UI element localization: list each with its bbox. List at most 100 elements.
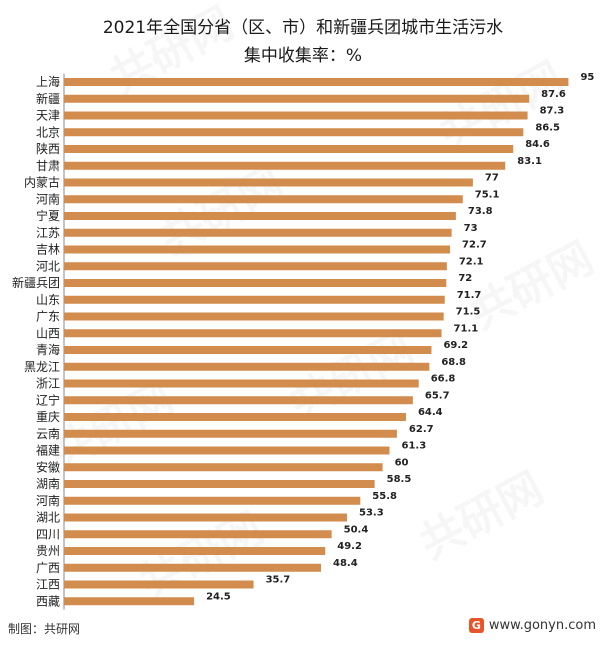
value-label: 65.7 (425, 390, 450, 401)
bar (64, 446, 390, 455)
bar (64, 228, 452, 237)
bar (64, 362, 430, 371)
chart-title-line-1: 2021年全国分省（区、市）和新疆兵团城市生活污水 (102, 18, 504, 38)
website-url: www.gonyn.com (488, 618, 596, 633)
category-label: 河北 (36, 259, 60, 273)
category-label: 河南 (36, 191, 60, 206)
category-label: 浙江 (36, 377, 60, 391)
bar (64, 195, 463, 204)
value-label: 49.2 (337, 541, 362, 552)
category-label: 内蒙古 (24, 175, 60, 190)
value-label: 73 (464, 223, 478, 234)
value-label: 58.5 (387, 474, 412, 485)
category-label: 天津 (36, 109, 60, 123)
value-label: 35.7 (266, 575, 291, 586)
category-label: 湖北 (36, 510, 60, 525)
value-label: 86.5 (535, 122, 560, 133)
bar (64, 111, 528, 120)
bar (64, 94, 530, 103)
bar (64, 547, 326, 555)
category-label: 山东 (36, 293, 60, 307)
bar (64, 145, 514, 153)
category-label: 陕西 (36, 141, 60, 156)
value-label: 87.6 (541, 89, 566, 100)
value-label: 75.1 (475, 189, 500, 200)
value-label: 55.8 (372, 491, 397, 502)
value-label: 60 (395, 457, 409, 468)
bar (64, 396, 413, 405)
value-label: 71.7 (457, 290, 482, 301)
bar (64, 513, 348, 522)
value-label: 72.1 (459, 256, 484, 267)
bar (64, 212, 456, 220)
category-label: 福建 (36, 443, 60, 458)
category-label: 四川 (36, 527, 60, 541)
category-label: 湖南 (36, 476, 60, 491)
value-label: 71.1 (454, 323, 479, 334)
value-label: 53.3 (359, 508, 384, 519)
value-label: 61.3 (402, 441, 427, 452)
category-label: 青海 (36, 342, 60, 357)
value-label: 50.4 (344, 524, 369, 535)
value-label: 95 (580, 72, 594, 83)
value-labels-group: 95 87.6 87.3 86.5 84.6 83.1 77 75.1 73.8 73 72.7 72… (206, 72, 594, 602)
bar (64, 128, 524, 137)
category-label: 新疆兵团 (12, 275, 60, 290)
chart-title-line-2: 集中收集率：% (243, 46, 363, 66)
value-label: 64.4 (418, 407, 443, 418)
gonyn-logo-icon: G (468, 618, 484, 633)
category-label: 新疆 (36, 91, 60, 106)
value-label: 84.6 (525, 139, 550, 150)
bar (64, 413, 406, 421)
value-label: 24.5 (206, 591, 231, 602)
value-label: 72.7 (462, 240, 487, 251)
category-label: 甘肃 (36, 159, 60, 173)
value-label: 87.3 (540, 106, 565, 117)
category-label: 辽宁 (36, 392, 60, 407)
bar (64, 78, 569, 86)
chart-credit: 制图：共研网 (8, 622, 81, 636)
bars-group (64, 78, 569, 606)
category-label: 广西 (36, 561, 60, 575)
category-label: 山西 (36, 326, 60, 340)
source-website: G www.gonyn.com (468, 618, 596, 633)
category-label: 江苏 (36, 226, 60, 240)
bar (64, 346, 432, 354)
category-label: 云南 (36, 426, 60, 441)
watermark-text: 共研网 (411, 463, 551, 570)
category-label: 安徽 (36, 459, 60, 474)
category-labels-group: 上海新疆天津北京陕西甘肃内蒙古河南宁夏江苏吉林河北新疆兵团山东广东山西青海黑龙江… (12, 74, 60, 608)
category-label: 广东 (36, 310, 60, 324)
bar (64, 329, 442, 338)
category-label: 河南 (36, 493, 60, 508)
bar (64, 463, 383, 472)
bar (64, 245, 451, 254)
bar (64, 279, 447, 287)
category-label: 北京 (36, 125, 60, 139)
category-label: 重庆 (36, 410, 60, 424)
bar (64, 429, 397, 438)
bar (64, 161, 506, 170)
watermark-text: 共研网 (101, 0, 241, 105)
bar (64, 597, 195, 606)
value-label: 48.4 (333, 558, 358, 569)
value-label: 68.8 (441, 357, 466, 368)
category-label: 西藏 (36, 594, 60, 608)
bar (64, 178, 473, 187)
value-label: 62.7 (409, 424, 434, 435)
chart-title: 2021年全国分省（区、市）和新疆兵团城市生活污水 集中收集率：% (0, 14, 606, 70)
category-label: 江西 (36, 578, 60, 592)
bar (64, 496, 361, 505)
bar (64, 530, 332, 539)
category-label: 宁夏 (36, 208, 60, 223)
category-label: 黑龙江 (24, 360, 60, 374)
value-label: 73.8 (468, 206, 493, 217)
bar (64, 580, 254, 589)
bar (64, 379, 419, 388)
value-label: 72 (458, 273, 472, 284)
bar (64, 563, 322, 572)
bar (64, 480, 375, 488)
category-label: 上海 (36, 74, 60, 89)
value-label: 69.2 (443, 340, 468, 351)
